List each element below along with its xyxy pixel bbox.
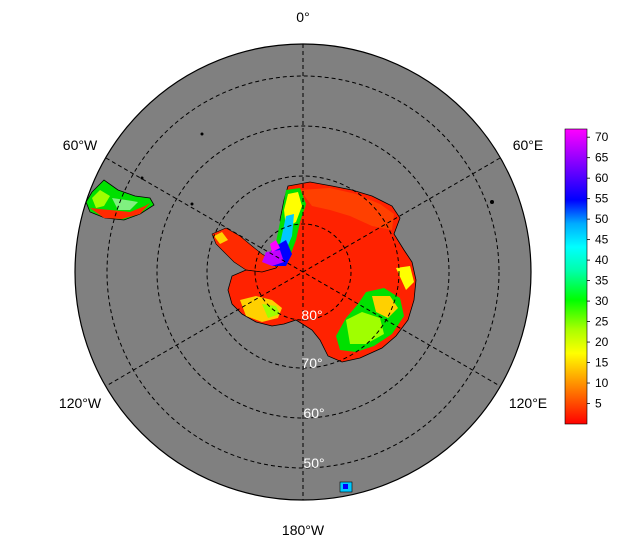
lon-label-180w: 180°W [282, 522, 325, 538]
colorbar-tick-label: 30 [595, 294, 609, 308]
lat-label-70: 70° [301, 355, 322, 371]
colorbar-tick-label: 10 [595, 376, 609, 390]
lon-label-60e: 60°E [513, 137, 544, 153]
lat-label-60: 60° [303, 405, 324, 421]
colorbar-tick-label: 40 [595, 253, 609, 267]
colorbar-ramp [564, 128, 588, 425]
colorbar-tick-label: 60 [595, 171, 609, 185]
colorbar-tick-label: 25 [595, 315, 609, 329]
colorbar-tick-label: 70 [595, 130, 609, 144]
lon-label-120e: 120°E [509, 395, 547, 411]
colorbar-tick-label: 65 [595, 151, 609, 165]
antarctica-landmass [227, 181, 417, 363]
south-america-landmass [85, 179, 155, 221]
colorbar-tick-label: 20 [595, 335, 609, 349]
map-border [74, 43, 532, 501]
lon-label-60w: 60°W [63, 137, 98, 153]
colorbar-tick-label: 35 [595, 274, 609, 288]
lat-label-50: 50° [303, 455, 324, 471]
colorbar-tick-label: 55 [595, 192, 609, 206]
colorbar-tick-label: 5 [595, 397, 602, 411]
colorbar-tick-label: 50 [595, 212, 609, 226]
lon-label-120w: 120°W [59, 395, 102, 411]
lat-label-80: 80° [301, 307, 322, 323]
graticule [105, 44, 501, 500]
colorbar: 70 65 60 55 50 45 40 35 30 25 20 15 10 5 [564, 128, 609, 425]
colorbar-tick-label: 45 [595, 233, 609, 247]
lon-label-0: 0° [296, 9, 309, 25]
colorbar-tick-label: 15 [595, 356, 609, 370]
